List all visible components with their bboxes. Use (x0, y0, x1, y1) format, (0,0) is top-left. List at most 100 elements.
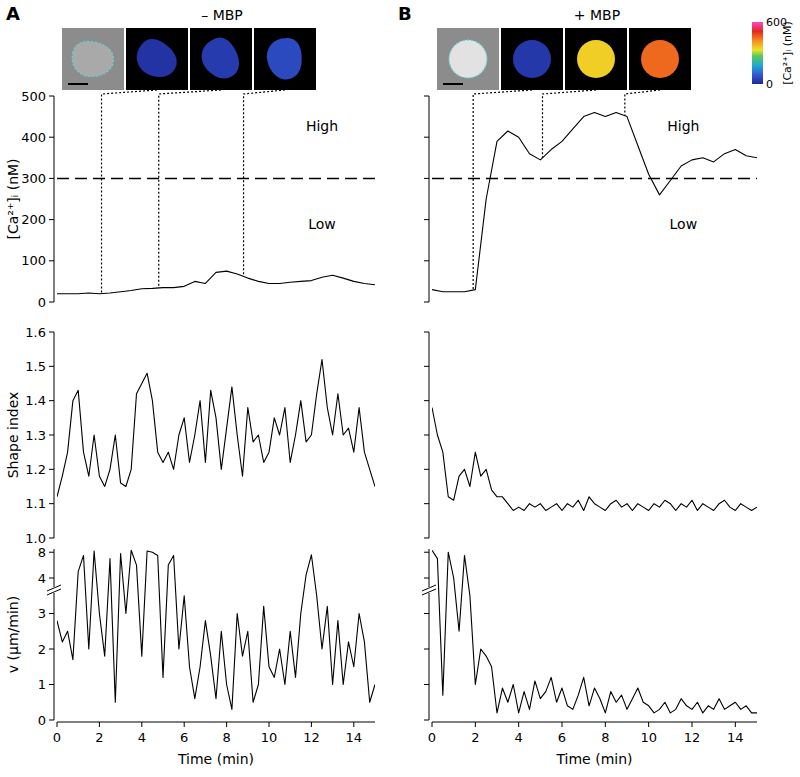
snapshot-connector (543, 90, 597, 158)
ratio-image (501, 28, 563, 90)
y-tick-label: 0 (38, 713, 46, 728)
threshold-line (432, 178, 757, 180)
micrograph (437, 28, 499, 90)
y-tick (424, 469, 429, 470)
plot-area (432, 550, 757, 713)
snapshot-connector (102, 90, 157, 294)
y-tick (424, 613, 429, 614)
y-tick (49, 366, 54, 367)
chart: 012348v (μm/min)02468101214Time (min) (5, 545, 375, 767)
x-axis-label: Time (min) (177, 751, 254, 767)
x-tick-label: 10 (261, 730, 278, 745)
ratio-image (565, 28, 627, 90)
x-tick (57, 722, 58, 727)
y-tick (424, 332, 429, 333)
x-tick (475, 722, 476, 727)
y-tick (424, 435, 429, 436)
y-tick (49, 538, 54, 539)
x-tick-label: 12 (303, 730, 320, 745)
data-line (57, 550, 375, 709)
ratio-image (190, 28, 252, 90)
snapshot-connector (625, 90, 660, 116)
y-tick (424, 538, 429, 539)
y-tick (424, 578, 429, 579)
y-axis-label: [Ca²⁺]ᵢ (nM) (5, 158, 21, 239)
x-tick (353, 722, 354, 727)
y-tick-label: 1.2 (25, 462, 46, 477)
snapshot-connector (473, 90, 532, 290)
y-tick (49, 649, 54, 650)
y-tick-label: 500 (21, 89, 46, 104)
x-tick (311, 722, 312, 727)
y-tick-label: 2 (38, 642, 46, 657)
y-tick (424, 552, 429, 553)
y-tick (49, 96, 54, 97)
x-tick (184, 722, 185, 727)
x-tick-label: 10 (640, 730, 657, 745)
y-tick-label: 100 (21, 253, 46, 268)
y-axis-label: Shape index (5, 392, 21, 479)
y-axis-line (429, 549, 430, 720)
ratio-image (126, 28, 188, 90)
axis-break (422, 585, 436, 591)
plot-area (57, 550, 375, 709)
y-tick-label: 300 (21, 171, 46, 186)
y-tick (424, 503, 429, 504)
y-tick (49, 469, 54, 470)
x-tick-label: 14 (346, 730, 363, 745)
x-tick-label: 2 (471, 730, 479, 745)
x-tick-label: 14 (727, 730, 744, 745)
y-tick (49, 435, 54, 436)
panel-title: – MBP (201, 7, 243, 23)
x-tick (226, 722, 227, 727)
cell (194, 32, 247, 86)
y-tick-label: 4 (38, 571, 46, 586)
micrograph (62, 28, 124, 90)
cell (577, 40, 615, 78)
micrograph (501, 28, 563, 90)
brightfield (437, 28, 499, 90)
y-tick (49, 400, 54, 401)
y-tick (424, 260, 429, 261)
x-tick (432, 722, 433, 727)
y-tick-label: 0 (38, 295, 46, 310)
cell (641, 40, 679, 78)
y-tick-label: 1.4 (25, 393, 46, 408)
x-tick-label: 12 (684, 730, 701, 745)
cell (263, 34, 308, 83)
x-tick-label: 0 (53, 730, 61, 745)
ratio-image (629, 28, 691, 90)
y-tick (424, 178, 429, 179)
chart (424, 332, 757, 538)
ratio-image (254, 28, 316, 90)
y-tick-label: 400 (21, 130, 46, 145)
plot-area (57, 271, 375, 294)
y-tick (49, 260, 54, 261)
panel-label: B (398, 3, 412, 24)
data-line (432, 408, 757, 511)
annotation: Low (308, 216, 336, 232)
y-tick-label: 3 (38, 606, 46, 621)
y-tick (49, 720, 54, 721)
y-tick (424, 720, 429, 721)
annotation: High (667, 118, 699, 134)
cell (513, 40, 551, 78)
x-tick (562, 722, 563, 727)
x-tick-label: 2 (95, 730, 103, 745)
panel-title: + MBP (574, 7, 620, 23)
x-tick-label: 6 (558, 730, 566, 745)
x-tick (518, 722, 519, 727)
x-tick (141, 722, 142, 727)
y-tick (49, 613, 54, 614)
x-axis-line (57, 722, 375, 723)
scale-bar (68, 83, 88, 85)
annotation: High (306, 118, 338, 134)
chart: 0100200300400500[Ca²⁺]ᵢ (nM)HighLow (5, 89, 375, 310)
y-axis-line (54, 549, 55, 720)
y-tick (49, 302, 54, 303)
y-tick (49, 178, 54, 179)
x-tick (269, 722, 270, 727)
y-tick (424, 219, 429, 220)
x-tick (735, 722, 736, 727)
micrograph (629, 28, 691, 90)
